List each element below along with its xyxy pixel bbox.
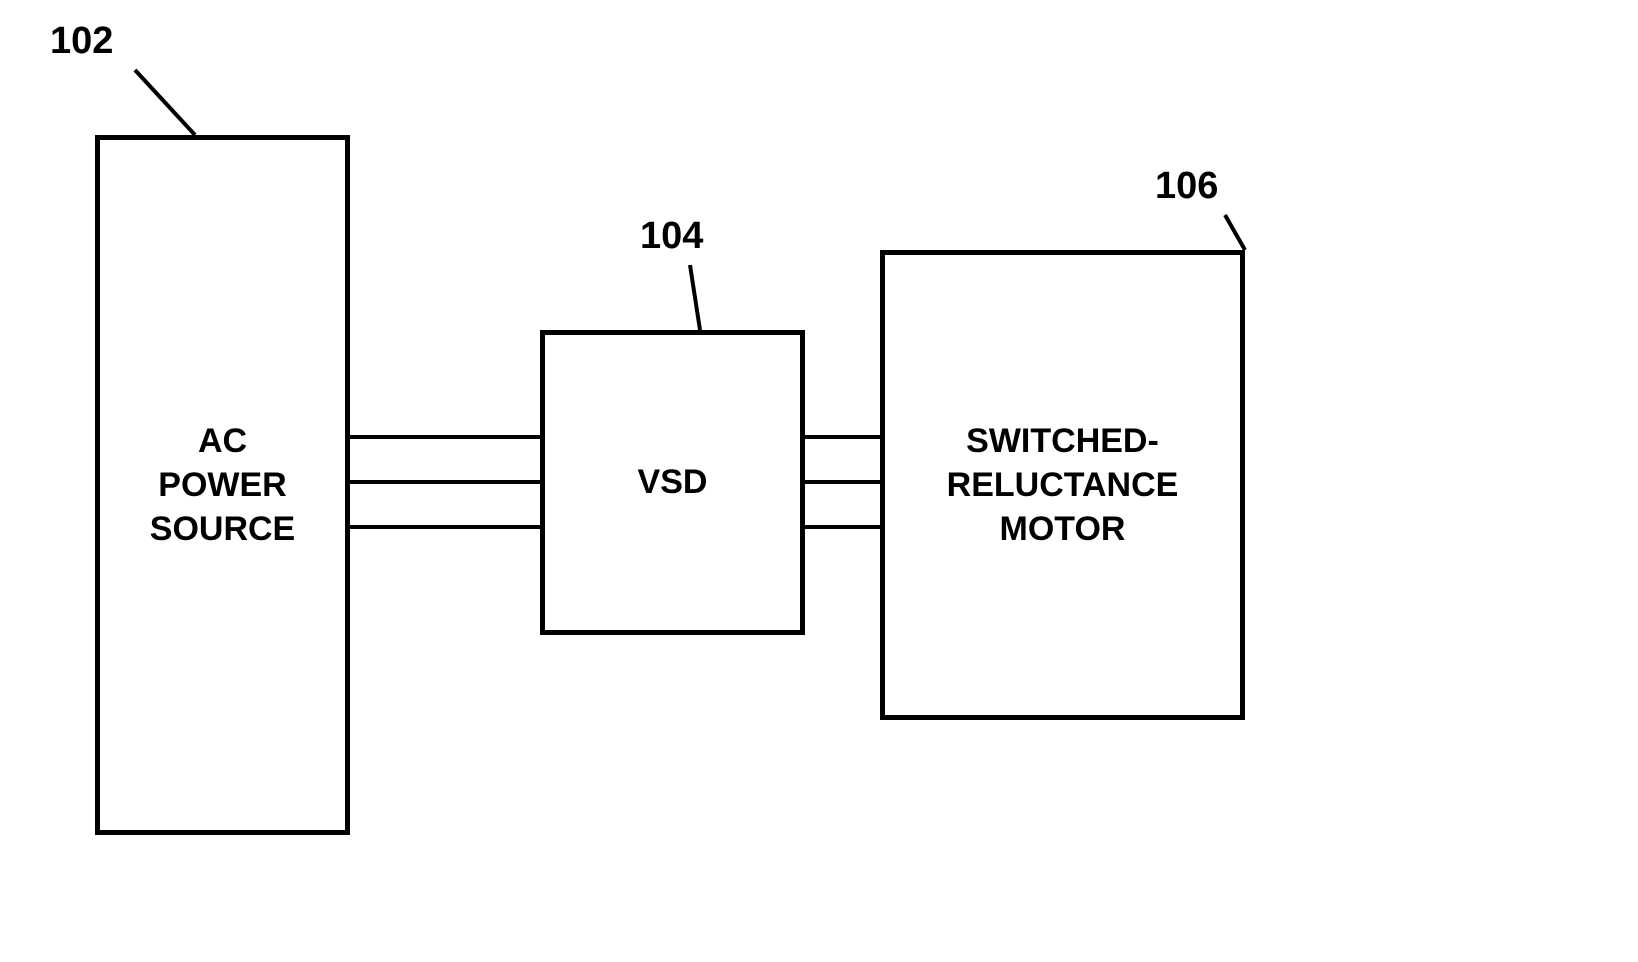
ref-label-106: 106 [1155,165,1218,208]
block-ac-power-source-label: AC POWER SOURCE [140,409,305,562]
leader-102 [135,70,195,135]
ref-label-104: 104 [640,215,703,258]
conn-ac-vsd-mid [350,480,540,484]
block-ac-power-source: AC POWER SOURCE [95,135,350,835]
block-vsd-label: VSD [628,450,718,514]
conn-ac-vsd-bot [350,525,540,529]
conn-vsd-motor-bot [805,525,880,529]
conn-ac-vsd-top [350,435,540,439]
ref-label-102: 102 [50,20,113,63]
leader-104 [690,265,700,330]
block-motor-label: SWITCHED- RELUCTANCE MOTOR [937,409,1189,562]
leader-106 [1225,215,1245,250]
block-diagram: 102 104 106 AC POWER SOURCE VSD SWITCHED… [0,0,1638,962]
conn-vsd-motor-top [805,435,880,439]
conn-vsd-motor-mid [805,480,880,484]
block-switched-reluctance-motor: SWITCHED- RELUCTANCE MOTOR [880,250,1245,720]
block-vsd: VSD [540,330,805,635]
